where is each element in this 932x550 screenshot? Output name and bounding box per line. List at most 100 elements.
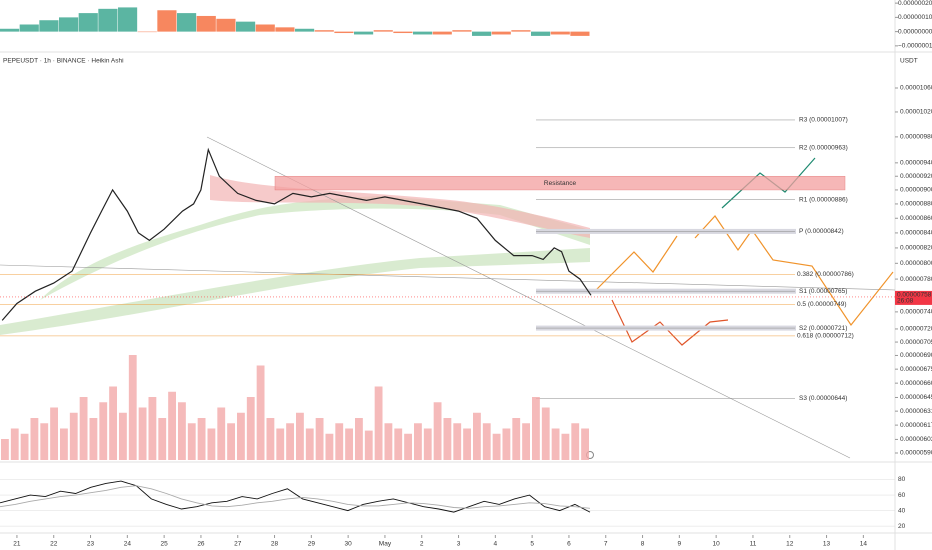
osc-bar	[570, 31, 590, 36]
level-label: 0.382 (0.00000786)	[797, 271, 854, 278]
osc-bar	[98, 8, 118, 32]
y-tick-label: 0.00000800	[900, 260, 932, 267]
volume-bar	[571, 423, 580, 460]
volume-bar	[168, 391, 176, 460]
level-label: P (0.00000842)	[799, 228, 844, 235]
volume-bar	[551, 428, 560, 460]
volume-bar	[50, 407, 58, 460]
osc-bar	[39, 20, 59, 32]
x-tick-label: 14	[860, 541, 868, 548]
price-line	[1, 147, 592, 321]
rsi-tick-label: 40	[898, 507, 906, 514]
resistance-zone	[274, 175, 846, 191]
osc-bar	[511, 30, 531, 32]
rsi-tick-label: 80	[898, 476, 906, 483]
osc-tick-label: 0.00000010	[898, 14, 932, 21]
volume-bar	[217, 407, 226, 460]
volume-bar	[99, 402, 108, 460]
volume-bar	[197, 418, 206, 460]
y-tick-label: 0.00000920	[900, 173, 932, 180]
volume-bar	[40, 423, 49, 460]
y-tick-label: 0.00000675	[900, 366, 932, 373]
rsi-line	[0, 480, 591, 513]
current-price-box	[895, 290, 932, 305]
osc-bar	[550, 31, 570, 35]
x-tick-label: 25	[161, 541, 169, 548]
x-tick-label: 30	[345, 541, 353, 548]
volume-bar	[207, 428, 216, 460]
rsi-line	[0, 485, 591, 509]
osc-bar	[432, 31, 452, 35]
volume-bar	[79, 397, 88, 460]
trend-line	[0, 264, 896, 291]
volume-bar	[305, 428, 314, 460]
osc-bar	[157, 10, 177, 32]
y-tick-label: 0.00000720	[900, 326, 932, 333]
level-label: R3 (0.00001007)	[799, 117, 848, 124]
volume-bar	[423, 428, 432, 460]
volume-bar	[522, 423, 530, 460]
level-label: 0.5 (0.00000749)	[797, 301, 847, 308]
level-label: R2 (0.00000963)	[799, 145, 848, 152]
volume-bar	[315, 418, 324, 460]
x-tick-label: 27	[234, 541, 242, 548]
volume-bar	[246, 397, 255, 460]
volume-bar	[463, 428, 471, 460]
y-tick-label: 0.00000860	[900, 215, 932, 222]
x-tick-label: 24	[124, 541, 132, 548]
volume-bar	[394, 428, 403, 460]
chart-title: PEPEUSDT · 1h · BINANCE · Heikin Ashi	[3, 58, 124, 65]
osc-bar	[0, 28, 20, 32]
x-tick-label: 21	[13, 541, 21, 548]
volume-bar	[532, 397, 540, 460]
volume-bar	[345, 428, 353, 460]
x-tick-label: 9	[678, 541, 682, 548]
volume-bar	[414, 423, 422, 460]
osc-bar	[118, 7, 138, 32]
y-tick-label: 0.00000631	[900, 408, 932, 415]
y-tick-label: 0.00000820	[900, 245, 932, 252]
x-tick-label: 13	[823, 541, 831, 548]
level-label: S2 (0.00000721)	[799, 325, 847, 332]
osc-bar	[452, 30, 472, 32]
volume-bar	[60, 428, 68, 460]
volume-bar	[492, 433, 501, 460]
osc-tick-label: 0.00000020	[898, 0, 932, 7]
osc-bar	[255, 24, 275, 32]
y-tick-label: 0.00000880	[900, 201, 932, 208]
forecast-path	[611, 299, 729, 346]
x-tick-label: 12	[786, 541, 794, 548]
x-tick-label: 6	[567, 541, 571, 548]
countdown-label: 26:08	[897, 298, 914, 305]
x-tick-label: 22	[50, 541, 58, 548]
volume-bar	[1, 439, 9, 460]
volume-bar	[119, 412, 127, 460]
y-tick-label: 0.00001060	[900, 85, 932, 92]
volume-bar	[69, 412, 78, 460]
ema-ribbon	[210, 175, 590, 238]
currency-label: USDT	[900, 58, 918, 65]
volume-bar	[384, 423, 393, 460]
y-tick-label: 0.00000900	[900, 187, 932, 194]
volume-bar	[286, 423, 294, 460]
x-tick-label: 3	[457, 541, 461, 548]
x-tick-label: 26	[197, 541, 205, 548]
x-tick-label: 10	[713, 541, 721, 548]
volume-bar	[266, 418, 275, 460]
x-tick-label: 11	[750, 541, 757, 548]
rsi-tick-label: 20	[898, 523, 906, 530]
y-tick-label: 0.00000705	[900, 339, 932, 346]
y-tick-label: 0.00000780	[900, 276, 932, 283]
osc-bar	[334, 31, 354, 34]
x-tick-label: 7	[604, 541, 608, 548]
volume-bar	[581, 428, 589, 460]
osc-bar	[196, 15, 216, 32]
volume-bar	[433, 402, 442, 460]
osc-bar	[393, 31, 413, 34]
ema-ribbon	[0, 248, 590, 335]
volume-bar	[276, 428, 285, 460]
osc-bar	[177, 13, 197, 32]
volume-bar	[10, 428, 19, 460]
x-tick-label: 4	[494, 541, 498, 548]
